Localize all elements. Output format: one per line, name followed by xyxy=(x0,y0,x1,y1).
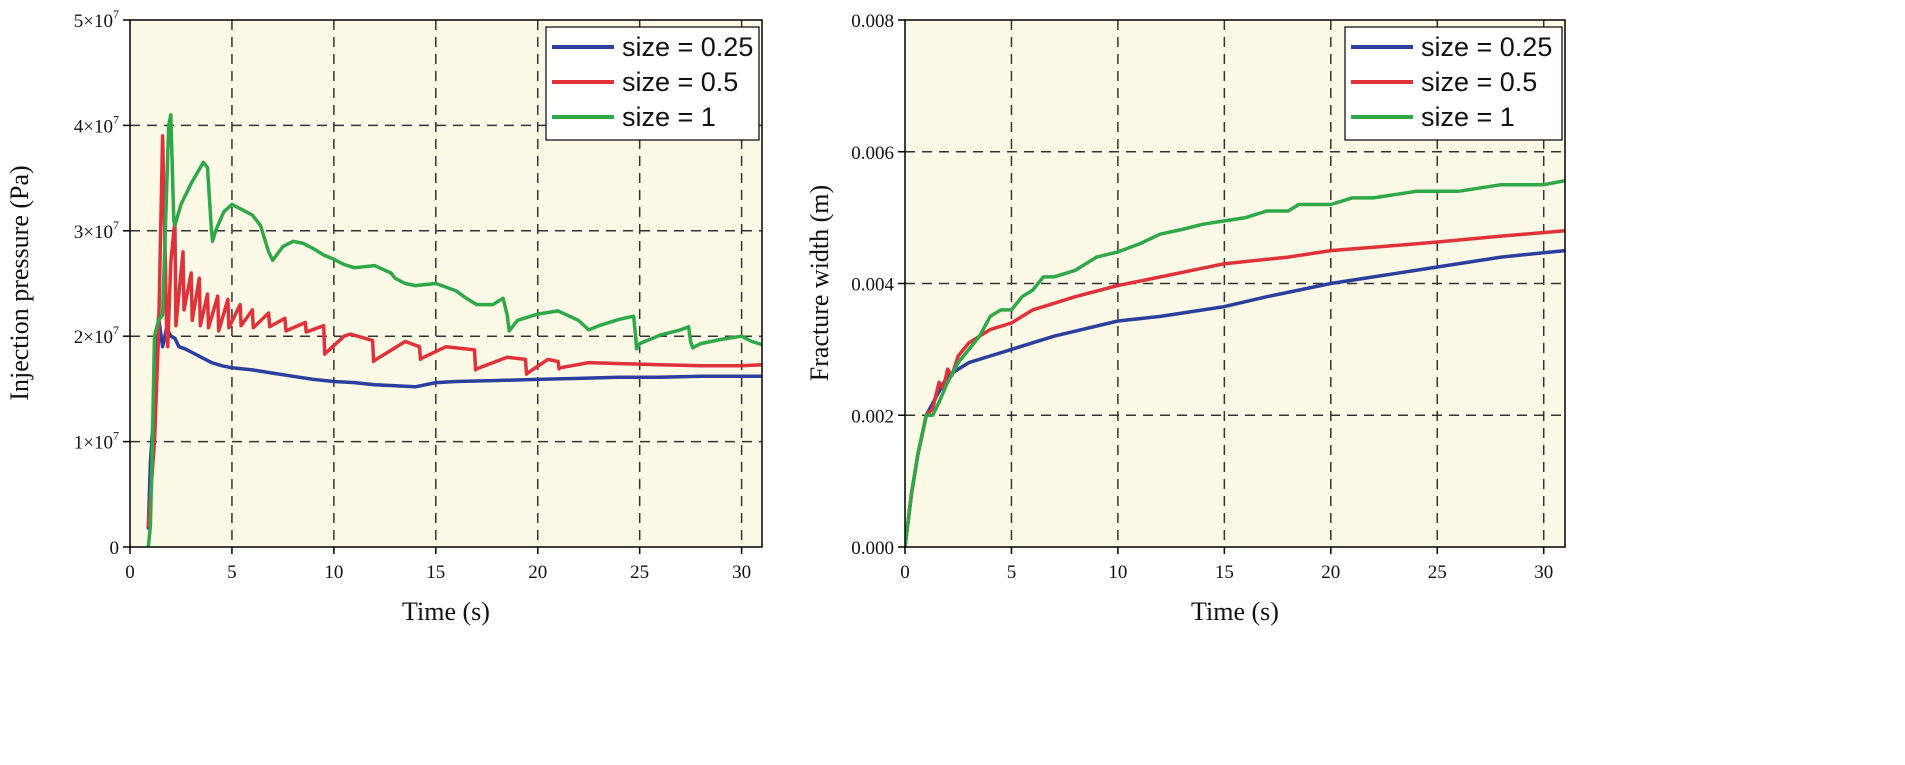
series-group xyxy=(905,178,1565,547)
x-tick-label: 5 xyxy=(1007,562,1017,583)
y-tick-label: 3×107 xyxy=(74,218,119,243)
legend-label-3: size = 1 xyxy=(622,102,716,132)
legend-label-2: size = 0.5 xyxy=(1421,67,1537,97)
x-tick-label: 20 xyxy=(528,562,547,583)
y-tick-label: 1×107 xyxy=(74,429,119,454)
x-tick-label: 25 xyxy=(1428,562,1447,583)
y-tick-label: 2×107 xyxy=(74,323,119,348)
x-tick-label: 10 xyxy=(324,562,343,583)
plot-frame xyxy=(129,19,763,548)
y-tick-label: 0.000 xyxy=(851,538,894,559)
y-tick-label: 0.004 xyxy=(851,275,894,296)
x-axis-label: Time (s) xyxy=(402,597,490,626)
x-tick-label: 30 xyxy=(1534,562,1553,583)
series-line-3 xyxy=(905,178,1565,547)
x-tick-label: 30 xyxy=(732,562,751,583)
x-tick-label: 15 xyxy=(1215,562,1234,583)
legend-label-2: size = 0.5 xyxy=(622,67,738,97)
y-axis-label: Fracture width (m) xyxy=(805,185,834,381)
x-tick-label: 20 xyxy=(1321,562,1340,583)
y-tick-label: 0.002 xyxy=(851,406,894,427)
y-tick-label: 0.006 xyxy=(851,143,894,164)
y-tick-label: 0.008 xyxy=(851,11,894,32)
x-tick-label: 10 xyxy=(1108,562,1127,583)
legend: size = 0.25 size = 0.5 size = 1 xyxy=(545,26,760,141)
x-tick-label: 25 xyxy=(630,562,649,583)
series-line-2 xyxy=(146,134,762,528)
legend-label-3: size = 1 xyxy=(1421,102,1515,132)
y-axis-label: Injection pressure (Pa) xyxy=(5,165,34,400)
series-line-2 xyxy=(905,229,1565,547)
chart-1: 0 5 10 15 20 25 30 0 1×107 2×107 3×107 4×107 5×107 Ti… xyxy=(5,7,763,626)
legend-label-1: size = 0.25 xyxy=(622,32,753,62)
x-tick-label: 0 xyxy=(125,562,135,583)
y-tick-label: 5×107 xyxy=(74,7,119,32)
x-tick-label: 15 xyxy=(426,562,445,583)
y-tick-label: 4×107 xyxy=(74,112,119,137)
y-tick-label: 0 xyxy=(110,538,120,559)
legend-label-1: size = 0.25 xyxy=(1421,32,1552,62)
chart-2: 0 5 10 15 20 25 30 0.000 0.002 0.004 0.006 0.008 Tim… xyxy=(805,11,1566,626)
x-axis-label: Time (s) xyxy=(1191,597,1279,626)
x-tick-label: 5 xyxy=(227,562,237,583)
series-line-3 xyxy=(146,113,762,547)
legend: size = 0.25 size = 0.5 size = 1 xyxy=(1344,26,1563,141)
x-tick-label: 0 xyxy=(900,562,910,583)
series-group xyxy=(146,113,762,547)
